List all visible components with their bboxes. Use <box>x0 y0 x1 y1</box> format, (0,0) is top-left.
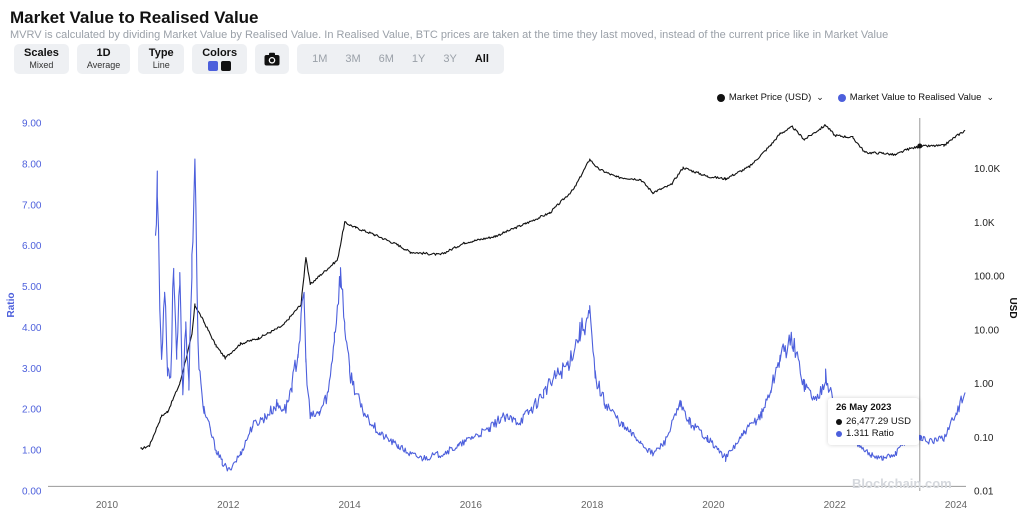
y-tick-label: 8.00 <box>22 159 42 170</box>
chevron-down-icon: ⌄ <box>816 92 824 102</box>
x-tick-label: 2018 <box>581 500 604 511</box>
range-1m[interactable]: 1M <box>312 53 328 65</box>
range-selector: 1M 3M 6M 1Y 3Y All <box>297 44 504 74</box>
screenshot-button[interactable] <box>255 44 290 74</box>
colors-button[interactable]: Colors <box>192 44 248 74</box>
price-marker <box>917 143 923 149</box>
y-axis-label: Ratio <box>6 293 17 318</box>
range-1y[interactable]: 1Y <box>411 53 426 65</box>
y-tick-label: 9.00 <box>22 119 42 130</box>
chart-toolbar: Scales Mixed 1D Average Type Line Colors… <box>14 44 504 74</box>
range-all[interactable]: All <box>474 53 489 65</box>
chart-title: Market Value to Realised Value <box>10 8 259 27</box>
camera-icon <box>264 52 280 66</box>
legend-mvrv-label: Market Value to Realised Value <box>849 92 982 103</box>
watermark: Blockchain.com <box>852 476 952 491</box>
x-tick-label: 2010 <box>96 500 119 511</box>
scales-label: Scales <box>24 47 59 59</box>
price-dot-icon <box>836 419 842 425</box>
type-label: Type <box>148 47 174 59</box>
color-swatches <box>208 61 232 71</box>
legend-item-mvrv[interactable]: Market Value to Realised Value ⌄ <box>837 92 994 103</box>
y-tick-label: 4.00 <box>22 323 42 334</box>
type-button[interactable]: Type Line <box>138 44 185 74</box>
range-3y[interactable]: 3Y <box>443 53 457 65</box>
tooltip-ratio: 1.311 Ratio <box>846 428 894 439</box>
y2-tick-label: 10.00 <box>974 325 999 336</box>
y2-tick-label: 1.0K <box>974 218 995 229</box>
ratio-dot-icon <box>837 93 846 102</box>
x-tick-label: 2012 <box>217 500 240 511</box>
y-tick-label: 3.00 <box>22 364 42 375</box>
y2-tick-label: 0.01 <box>974 487 994 498</box>
y2-tick-label: 100.00 <box>974 272 1005 283</box>
period-value: Average <box>86 60 121 70</box>
y2-tick-label: 0.10 <box>974 433 994 444</box>
price-color-swatch[interactable] <box>221 61 232 71</box>
type-value: Line <box>152 60 170 70</box>
y-tick-label: 7.00 <box>22 200 42 211</box>
chevron-down-icon: ⌄ <box>986 92 994 102</box>
tooltip-price: 26,477.29 USD <box>846 416 911 427</box>
y2-tick-label: 10.0K <box>974 164 1000 175</box>
y-tick-label: 6.00 <box>22 241 42 252</box>
tooltip-date: 26 May 2023 <box>836 402 892 413</box>
ratio-color-swatch[interactable] <box>208 61 219 71</box>
scales-value: Mixed <box>29 60 54 70</box>
colors-label: Colors <box>202 47 238 59</box>
x-tick-label: 2022 <box>824 500 847 511</box>
x-tick-label: 2024 <box>945 500 968 511</box>
x-tick-label: 2014 <box>338 500 361 511</box>
y-tick-label: 5.00 <box>22 282 42 293</box>
chart-subtitle: MVRV is calculated by dividing Market Va… <box>10 29 889 41</box>
y-tick-label: 2.00 <box>22 405 42 416</box>
y2-tick-label: 1.00 <box>974 379 994 390</box>
ratio-dot-icon <box>836 431 842 437</box>
period-label: 1D <box>96 47 111 59</box>
y2-axis-label: USD <box>1007 297 1018 318</box>
y-tick-label: 0.00 <box>22 487 42 498</box>
chart-tooltip: 26 May 2023 26,477.29 USD 1.311 Ratio <box>828 398 919 445</box>
period-button[interactable]: 1D Average <box>76 44 131 74</box>
scales-button[interactable]: Scales Mixed <box>14 44 69 74</box>
chart-legend: Market Price (USD) ⌄ Market Value to Rea… <box>716 92 994 103</box>
x-tick-label: 2020 <box>702 500 725 511</box>
tooltip-ratio-row: 1.311 Ratio <box>836 428 911 440</box>
legend-item-price[interactable]: Market Price (USD) ⌄ <box>716 92 824 103</box>
range-3m[interactable]: 3M <box>345 53 361 65</box>
legend-price-label: Market Price (USD) <box>728 92 812 103</box>
range-6m[interactable]: 6M <box>378 53 394 65</box>
tooltip-price-row: 26,477.29 USD <box>836 416 911 428</box>
x-tick-label: 2016 <box>460 500 483 511</box>
price-dot-icon <box>716 93 725 102</box>
y-tick-label: 1.00 <box>22 446 42 457</box>
